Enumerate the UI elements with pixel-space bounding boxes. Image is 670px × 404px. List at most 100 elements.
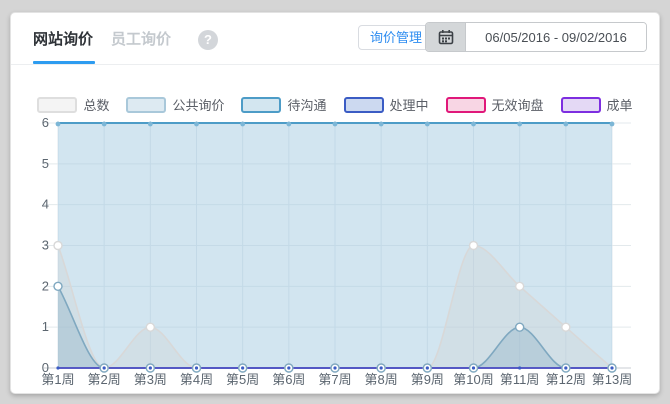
legend-swatch: [343, 96, 384, 113]
x-axis-label: 第9周: [411, 372, 444, 387]
marker-处理中: [564, 366, 568, 370]
legend-swatch: [241, 96, 282, 113]
marker-处理中: [333, 366, 337, 370]
legend-item-4[interactable]: 无效询盘: [445, 95, 544, 114]
marker-处理中: [56, 366, 60, 370]
marker-处理中: [241, 366, 245, 370]
marker-公共询价: [55, 121, 61, 127]
active-tab-underline: [33, 61, 95, 64]
x-axis-label: 第4周: [180, 372, 213, 387]
y-axis-tick: 5: [42, 156, 49, 171]
y-axis-tick: 4: [42, 197, 49, 212]
legend-label: 公共询价: [172, 98, 225, 113]
marker-待沟通: [99, 363, 109, 373]
panel-header: 网站询价 员工询价 ? 询价管理: [11, 13, 659, 64]
marker-总数: [561, 322, 571, 332]
marker-处理中: [102, 366, 106, 370]
marker-公共询价: [378, 121, 384, 127]
tab-website-inquiry[interactable]: 网站询价: [33, 31, 94, 48]
tab-employee-inquiry[interactable]: 员工询价: [111, 31, 172, 48]
marker-公共询价: [471, 121, 476, 127]
marker-待沟通: [514, 322, 525, 332]
marker-总数: [514, 281, 525, 292]
marker-公共询价: [286, 121, 292, 127]
marker-处理中: [379, 366, 383, 370]
marker-总数: [237, 363, 248, 373]
legend-item-0[interactable]: 总数: [37, 95, 109, 114]
series-area-总数: [58, 245, 612, 368]
legend-label: 无效询盘: [491, 98, 544, 113]
series-line-总数: [57, 244, 613, 369]
y-axis-tick: 1: [42, 319, 49, 334]
marker-公共询价: [240, 121, 246, 127]
legend-swatch: [560, 96, 601, 113]
legend-item-5[interactable]: 成单: [560, 95, 633, 114]
marker-公共询价: [332, 121, 338, 127]
x-axis-label: 第2周: [88, 372, 121, 387]
legend-label: 处理中: [389, 98, 429, 113]
date-range-picker[interactable]: [425, 22, 647, 52]
y-axis-tick: 6: [42, 115, 49, 130]
legend-swatch: [37, 96, 78, 113]
marker-待沟通: [561, 363, 571, 373]
marker-总数: [376, 363, 386, 373]
marker-总数: [145, 322, 156, 332]
marker-总数: [330, 363, 340, 373]
y-axis-tick: 3: [42, 238, 49, 253]
x-axis-label: 第11周: [500, 372, 540, 387]
date-range-input[interactable]: [466, 23, 646, 51]
marker-待沟通: [422, 363, 433, 373]
series-area-公共询价: [58, 123, 612, 368]
marker-待沟通: [191, 363, 202, 373]
marker-待沟通: [607, 363, 617, 373]
x-axis-label: 第10周: [453, 372, 493, 387]
marker-总数: [468, 240, 479, 251]
marker-处理中: [287, 366, 291, 370]
marker-公共询价: [194, 121, 199, 127]
marker-公共询价: [609, 121, 615, 127]
legend-swatch: [445, 96, 486, 113]
marker-总数: [284, 363, 294, 373]
x-axis-label: 第7周: [318, 372, 351, 387]
legend-item-2[interactable]: 待沟通: [241, 95, 327, 114]
marker-公共询价: [424, 121, 430, 127]
marker-待沟通: [284, 363, 294, 373]
marker-处理中: [518, 366, 522, 370]
marker-公共询价: [147, 121, 153, 127]
marker-总数: [422, 363, 433, 373]
marker-处理中: [610, 366, 614, 370]
legend-item-3[interactable]: 处理中: [343, 95, 429, 114]
marker-公共询价: [101, 121, 107, 127]
legend-swatch: [126, 96, 167, 113]
legend-label: 待沟通: [287, 98, 327, 113]
marker-总数: [99, 363, 109, 373]
legend-label: 成单: [606, 98, 633, 113]
chart-legend: 总数 公共询价 待沟通 处理中 无效询盘 成单: [11, 95, 659, 114]
x-axis-label: 第3周: [134, 372, 167, 387]
marker-公共询价: [563, 121, 569, 127]
calendar-icon[interactable]: [426, 23, 466, 51]
y-axis-tick: 0: [42, 360, 49, 375]
x-axis-label: 第13周: [592, 372, 632, 387]
x-axis-label: 第8周: [365, 372, 398, 387]
legend-item-1[interactable]: 公共询价: [126, 95, 224, 114]
marker-处理中: [194, 366, 199, 370]
legend-label: 总数: [83, 98, 110, 113]
question-mark-icon[interactable]: ?: [198, 30, 218, 50]
marker-待沟通: [376, 363, 386, 373]
header-divider: [11, 64, 659, 65]
marker-总数: [607, 363, 617, 373]
x-axis-label: 第12周: [546, 372, 586, 387]
marker-待沟通: [237, 363, 248, 373]
marker-总数: [191, 363, 202, 373]
marker-总数: [53, 240, 63, 251]
marker-待沟通: [468, 363, 479, 373]
series-area-待沟通: [58, 286, 612, 368]
marker-处理中: [471, 366, 476, 370]
x-axis-label: 第5周: [226, 372, 259, 387]
inquiry-manage-button[interactable]: 询价管理: [358, 25, 435, 50]
y-axis-tick: 2: [42, 278, 49, 293]
